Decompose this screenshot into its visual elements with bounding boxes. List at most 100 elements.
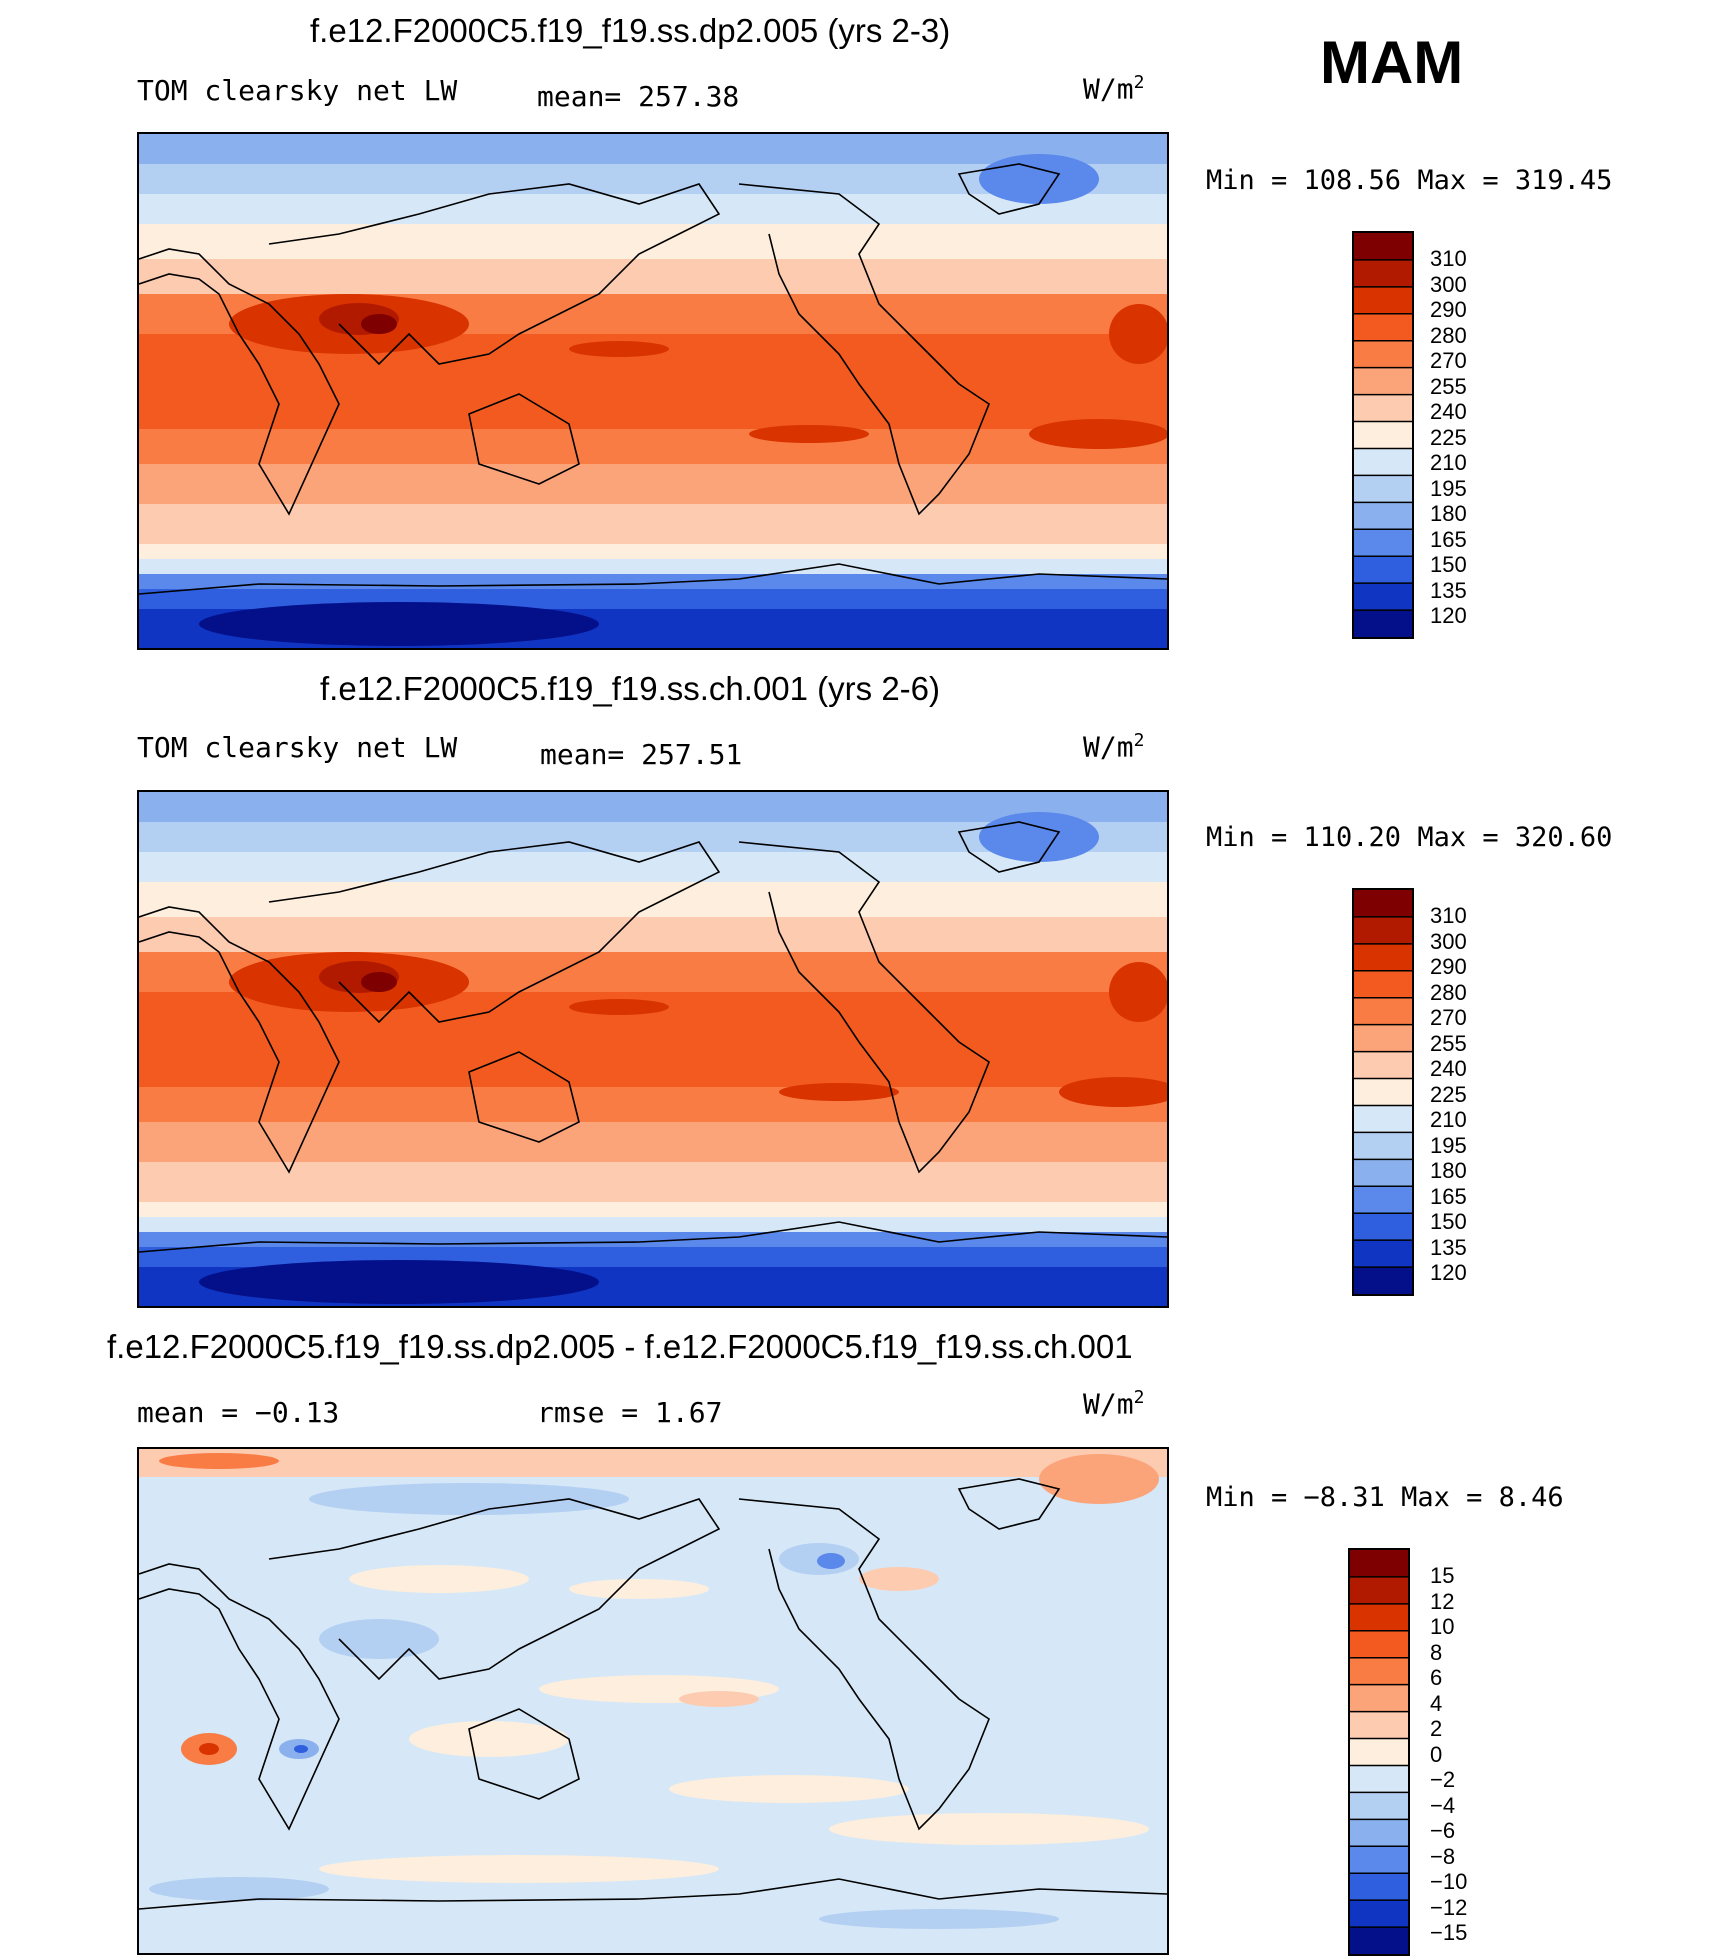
panel-3-map: [137, 1447, 1169, 1955]
colorbar-label: 165: [1430, 1184, 1467, 1209]
panel-1-colorbar: [1352, 231, 1414, 639]
panel-2-units: W/m2: [1083, 730, 1145, 764]
colorbar-swatch: [1354, 1105, 1412, 1133]
colorbar-label: 210: [1430, 450, 1467, 475]
colorbar-swatch: [1354, 943, 1412, 972]
colorbar-label: 180: [1430, 501, 1467, 526]
colorbar-swatch: [1354, 1159, 1412, 1187]
colorbar-swatch: [1354, 448, 1412, 476]
colorbar-swatch: [1354, 997, 1412, 1026]
colorbar-swatch: [1350, 1819, 1408, 1847]
colorbar-label: 210: [1430, 1107, 1467, 1132]
colorbar-label: 2: [1430, 1716, 1443, 1741]
colorbar-label: 300: [1430, 929, 1467, 954]
colorbar-label: 300: [1430, 272, 1467, 297]
colorbar-label: 195: [1430, 476, 1467, 501]
panel-1-variable: TOM clearsky net LW: [137, 74, 458, 107]
colorbar-label: 150: [1430, 552, 1467, 577]
colorbar-label: 290: [1430, 297, 1467, 322]
colorbar-label: 6: [1430, 1665, 1443, 1690]
colorbar-swatch: [1354, 890, 1412, 918]
colorbar-swatch: [1354, 1213, 1412, 1241]
colorbar-label: 195: [1430, 1133, 1467, 1158]
colorbar-label: 10: [1430, 1614, 1455, 1639]
panel-1-units: W/m2: [1083, 72, 1145, 106]
colorbar-swatch: [1354, 1051, 1412, 1080]
colorbar-label: −6: [1430, 1818, 1456, 1843]
colorbar-swatch: [1350, 1846, 1408, 1874]
panel-3-minmax: Min = −8.31 Max = 8.46: [1206, 1482, 1564, 1513]
colorbar-label: −12: [1430, 1895, 1468, 1920]
colorbar-swatch: [1354, 259, 1412, 288]
panel-1-map: [137, 132, 1169, 650]
panel-2-map: [137, 790, 1169, 1308]
colorbar-label: 280: [1430, 980, 1467, 1005]
colorbar-label: 15: [1430, 1563, 1455, 1588]
colorbar-label: 0: [1430, 1742, 1443, 1767]
colorbar-swatch: [1350, 1630, 1408, 1659]
season-label: MAM: [1320, 29, 1464, 96]
colorbar-swatch: [1354, 1132, 1412, 1160]
colorbar-label: 135: [1430, 1235, 1467, 1260]
colorbar-swatch: [1350, 1792, 1408, 1820]
panel-3-mean: mean = −0.13: [137, 1396, 340, 1429]
panel-2-minmax: Min = 110.20 Max = 320.60: [1206, 822, 1613, 853]
panel-1-minmax: Min = 108.56 Max = 319.45: [1206, 165, 1613, 196]
colorbar-swatch: [1354, 916, 1412, 945]
colorbar-swatch: [1354, 1267, 1412, 1294]
panel-1-mean: mean= 257.38: [537, 80, 740, 113]
colorbar-label: 150: [1430, 1209, 1467, 1234]
colorbar-label: 4: [1430, 1691, 1443, 1716]
colorbar-swatch: [1354, 233, 1412, 261]
colorbar-label: 120: [1430, 1260, 1467, 1285]
colorbar-swatch: [1350, 1603, 1408, 1632]
colorbar-label: 180: [1430, 1158, 1467, 1183]
colorbar-label: −4: [1430, 1793, 1456, 1818]
colorbar-swatch: [1354, 610, 1412, 637]
colorbar-swatch: [1350, 1927, 1408, 1954]
colorbar-swatch: [1354, 1024, 1412, 1053]
colorbar-label: −10: [1430, 1869, 1468, 1894]
colorbar-label: 255: [1430, 374, 1467, 399]
colorbar-swatch: [1354, 1078, 1412, 1106]
colorbar-label: −2: [1430, 1767, 1456, 1792]
colorbar-swatch: [1354, 421, 1412, 449]
colorbar-swatch: [1354, 313, 1412, 342]
colorbar-swatch: [1354, 1240, 1412, 1268]
colorbar-swatch: [1350, 1684, 1408, 1713]
colorbar-swatch: [1354, 475, 1412, 503]
colorbar-label: 310: [1430, 903, 1467, 928]
colorbar-label: 290: [1430, 954, 1467, 979]
colorbar-swatch: [1354, 286, 1412, 315]
colorbar-swatch: [1354, 340, 1412, 369]
colorbar-swatch: [1350, 1550, 1408, 1578]
colorbar-label: 255: [1430, 1031, 1467, 1056]
colorbar-label: 120: [1430, 603, 1467, 628]
panel-2-mean: mean= 257.51: [540, 738, 743, 771]
colorbar-label: 225: [1430, 425, 1467, 450]
colorbar-label: 240: [1430, 1056, 1467, 1081]
colorbar-label: 240: [1430, 399, 1467, 424]
colorbar-label: 270: [1430, 1005, 1467, 1030]
colorbar-label: 280: [1430, 323, 1467, 348]
colorbar-swatch: [1354, 970, 1412, 999]
colorbar-label: 135: [1430, 578, 1467, 603]
colorbar-swatch: [1354, 394, 1412, 423]
colorbar-swatch: [1350, 1738, 1408, 1766]
colorbar-label: 225: [1430, 1082, 1467, 1107]
colorbar-swatch: [1354, 1186, 1412, 1214]
colorbar-swatch: [1354, 556, 1412, 584]
panel-2-title: f.e12.F2000C5.f19_f19.ss.ch.001 (yrs 2-6…: [320, 670, 941, 707]
colorbar-swatch: [1350, 1576, 1408, 1605]
panel-3-colorbar: [1348, 1548, 1410, 1956]
panel-2-variable: TOM clearsky net LW: [137, 731, 458, 764]
panel-3-units: W/m2: [1083, 1387, 1145, 1421]
colorbar-swatch: [1354, 367, 1412, 396]
colorbar-swatch: [1354, 502, 1412, 530]
colorbar-swatch: [1350, 1873, 1408, 1901]
panel-3-title: f.e12.F2000C5.f19_f19.ss.dp2.005 - f.e12…: [107, 1328, 1133, 1365]
colorbar-label: 310: [1430, 246, 1467, 271]
colorbar-label: 8: [1430, 1640, 1443, 1665]
colorbar-swatch: [1350, 1765, 1408, 1793]
colorbar-label: 270: [1430, 348, 1467, 373]
